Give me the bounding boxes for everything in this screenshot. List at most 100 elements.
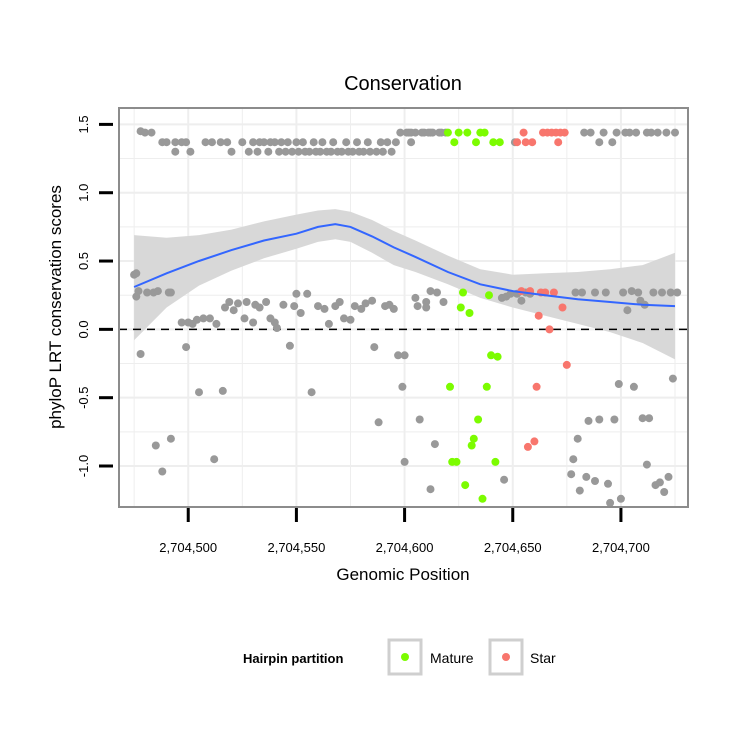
data-point-other: [298, 138, 307, 147]
data-point-star: [532, 382, 541, 391]
data-point-other: [407, 138, 416, 147]
data-point-other: [426, 287, 435, 296]
data-point-other: [227, 147, 236, 156]
y-axis-title: phyloP LRT conservation scores: [46, 185, 65, 429]
data-point-other: [208, 138, 216, 147]
data-point-other: [221, 303, 229, 312]
legend: Hairpin partition Mature Star: [243, 638, 556, 676]
data-point-other: [270, 138, 279, 147]
data-point-other: [348, 147, 357, 156]
chart-title: Conservation: [344, 73, 462, 95]
data-point-other: [606, 498, 615, 507]
data-point-other: [253, 147, 262, 156]
data-point-mature: [459, 288, 467, 297]
data-point-other: [372, 147, 381, 156]
data-point-other: [610, 415, 619, 424]
data-point-other: [350, 302, 359, 311]
data-point-other: [279, 300, 288, 309]
data-point-other: [586, 128, 595, 137]
data-point-other: [294, 147, 303, 156]
axes: -1.0 -0.5 0.0 0.5 1.0 1.5 2,704,500 2,704,550 2,…: [76, 115, 650, 555]
legend-label-mature: Mature: [430, 650, 474, 666]
data-point-other: [584, 416, 593, 425]
data-point-other: [327, 147, 335, 156]
data-point-other: [134, 287, 143, 296]
data-point-other: [240, 314, 249, 323]
data-point-other: [285, 341, 294, 350]
data-point-star: [528, 138, 537, 147]
data-point-other: [136, 350, 145, 358]
data-point-mature: [450, 138, 459, 147]
data-point-other: [400, 351, 409, 360]
data-point-other: [413, 302, 422, 311]
data-point-other: [262, 298, 271, 306]
data-point-other: [277, 138, 286, 147]
data-point-other: [383, 138, 392, 147]
data-point-other: [439, 298, 448, 306]
data-point-star: [554, 138, 563, 147]
data-point-mature: [493, 352, 502, 361]
data-point-other: [660, 488, 669, 496]
data-point-other: [249, 138, 258, 147]
data-point-other: [595, 415, 604, 424]
data-point-other: [329, 138, 338, 147]
data-point-mature: [478, 494, 487, 503]
data-point-other: [616, 494, 625, 503]
data-point-other: [147, 128, 156, 137]
data-point-other: [394, 351, 403, 360]
data-point-other: [569, 455, 578, 464]
data-point-other: [662, 128, 671, 137]
data-point-other: [182, 138, 191, 147]
data-point-mature: [456, 303, 465, 312]
data-point-other: [292, 289, 301, 298]
data-point-other: [612, 128, 621, 137]
data-point-other: [629, 382, 638, 391]
data-point-other: [340, 314, 348, 323]
data-point-other: [151, 441, 160, 450]
data-point-other: [400, 457, 409, 466]
data-point-other: [396, 128, 405, 137]
data-point-other: [599, 128, 608, 137]
data-point-other: [567, 470, 576, 479]
legend-key-star-dot: [502, 653, 510, 661]
data-point-mature: [443, 128, 452, 137]
data-point-other: [234, 299, 242, 308]
data-point-other: [166, 434, 175, 443]
data-point-other: [264, 147, 273, 156]
data-point-other: [673, 288, 682, 297]
data-point-other: [132, 269, 141, 278]
data-point-other: [435, 128, 444, 137]
y-tick-label: -1.0: [76, 455, 91, 477]
data-point-other: [216, 138, 225, 147]
data-point-other: [158, 467, 167, 476]
data-point-other: [281, 147, 290, 156]
data-point-other: [320, 304, 329, 313]
data-point-other: [260, 138, 268, 147]
data-point-other: [376, 138, 385, 147]
data-point-other: [573, 434, 582, 443]
data-point-other: [664, 472, 673, 481]
x-tick-label: 2,704,500: [159, 540, 217, 555]
data-point-other: [186, 147, 195, 156]
data-point-other: [653, 128, 662, 137]
data-point-other: [411, 293, 420, 302]
data-point-star: [521, 138, 530, 147]
data-point-other: [292, 138, 301, 147]
data-point-other: [218, 386, 227, 395]
data-point-other: [578, 288, 586, 297]
data-point-other: [638, 414, 647, 423]
data-point-other: [361, 299, 370, 308]
data-point-other: [374, 418, 383, 427]
data-point-other: [426, 128, 435, 137]
data-point-other: [141, 128, 149, 137]
data-point-other: [249, 318, 258, 327]
x-tick-label: 2,704,550: [267, 540, 325, 555]
legend-key-mature-dot: [401, 653, 409, 661]
data-point-mature: [463, 128, 472, 137]
legend-key-star-box: [488, 638, 524, 676]
data-point-other: [296, 309, 305, 317]
data-point-other: [407, 128, 416, 137]
data-point-other: [225, 298, 234, 306]
data-point-other: [143, 288, 152, 297]
